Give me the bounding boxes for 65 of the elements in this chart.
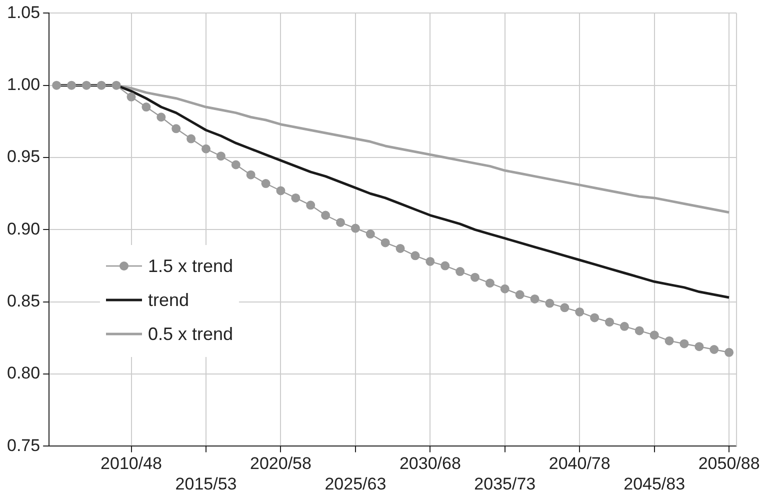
y-tick-label: 1.00 (6, 75, 40, 94)
point (694, 342, 704, 352)
point (186, 134, 196, 144)
point (67, 80, 76, 90)
point (261, 179, 270, 188)
point (724, 348, 734, 357)
point (440, 261, 450, 270)
point (246, 170, 256, 180)
point (620, 322, 629, 331)
point (276, 186, 286, 196)
point (82, 80, 91, 90)
point (142, 102, 151, 112)
legend-label: trend (148, 290, 190, 310)
x-tick-label: 2045/83 (624, 474, 686, 494)
point (530, 294, 540, 304)
y-tick-label: 0.75 (6, 436, 40, 455)
x-tick-label: 2030/68 (399, 454, 461, 474)
x-tick-label: 2025/63 (324, 474, 386, 494)
point (545, 298, 554, 308)
point (664, 336, 674, 346)
point (216, 152, 226, 161)
y-tick-label: 0.80 (6, 364, 40, 383)
point (96, 80, 106, 90)
point (575, 307, 584, 316)
x-tick-label: 2015/53 (175, 474, 237, 494)
point (321, 210, 330, 220)
point (366, 230, 375, 239)
point (306, 200, 316, 210)
point (456, 267, 465, 276)
point (396, 244, 405, 253)
point (500, 284, 510, 294)
y-tick-label: 0.95 (6, 147, 40, 166)
point (291, 193, 300, 202)
point (650, 330, 659, 340)
point (470, 272, 480, 282)
point (680, 339, 689, 348)
point (350, 224, 360, 233)
point (710, 344, 719, 354)
point (202, 144, 211, 154)
legend-label: 1.5 x trend (148, 256, 234, 276)
x-tick-label: 2020/58 (250, 454, 312, 474)
point (426, 256, 435, 266)
point (172, 124, 181, 134)
legend-label: 0.5 x trend (148, 324, 234, 344)
point (231, 160, 240, 170)
point (126, 92, 136, 102)
point (380, 238, 390, 248)
point (515, 290, 524, 300)
y-tick-label: 0.90 (6, 219, 40, 238)
point (590, 313, 600, 322)
x-tick-label: 2035/73 (474, 474, 536, 494)
point (605, 318, 614, 327)
y-tick-label: 0.85 (6, 292, 40, 311)
point (410, 251, 420, 260)
x-tick-label: 2040/78 (548, 454, 610, 474)
point (560, 303, 570, 312)
point (336, 218, 346, 227)
point (156, 112, 166, 122)
x-tick-label: 2010/48 (100, 454, 162, 474)
point (485, 278, 494, 288)
x-tick-label: 2050/88 (698, 454, 760, 474)
point (112, 80, 121, 90)
point (52, 80, 62, 90)
y-tick-label: 1.05 (6, 2, 40, 22)
point (634, 326, 644, 336)
